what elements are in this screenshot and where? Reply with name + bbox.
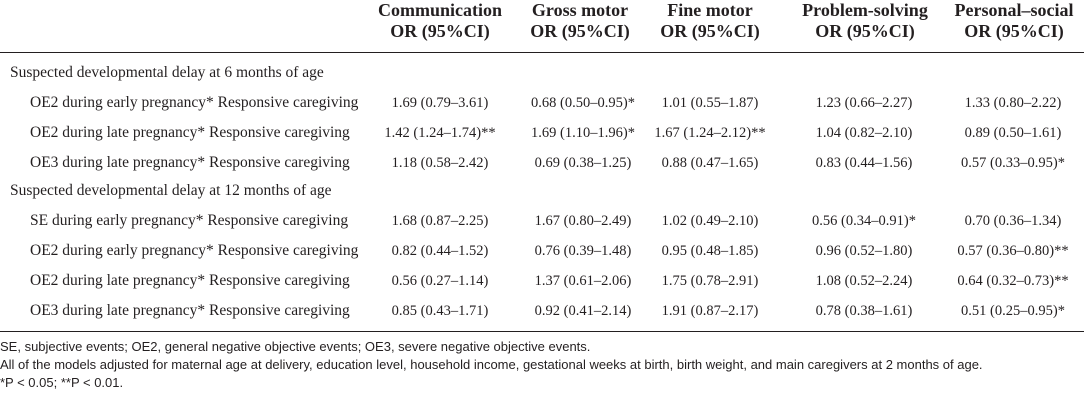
col-header-personal-social: Personal–social OR (95%CI) <box>944 0 1084 42</box>
table-cell: 0.96 (0.52–1.80) <box>815 243 913 259</box>
col-header-gross-motor: Gross motor OR (95%CI) <box>520 0 640 42</box>
col-header-stat: OR (95%CI) <box>530 21 630 41</box>
table-cell: 0.57 (0.36–0.80)** <box>957 243 1069 259</box>
section-title: Suspected developmental delay at 12 mont… <box>10 182 332 199</box>
table-cell: 1.08 (0.52–2.24) <box>815 273 913 289</box>
section-title: Suspected developmental delay at 6 month… <box>10 64 324 81</box>
row-label: OE2 during early pregnancy* Responsive c… <box>30 242 359 259</box>
table-cell: 1.67 (1.24–2.12)** <box>654 125 766 141</box>
col-header-stat: OR (95%CI) <box>390 21 490 41</box>
table-cell: 0.64 (0.32–0.73)** <box>957 273 1069 289</box>
table-cell: 1.68 (0.87–2.25) <box>391 213 489 229</box>
col-header-name: Personal–social <box>954 0 1074 20</box>
table-cell: 0.70 (0.36–1.34) <box>964 213 1062 229</box>
table-cell: 1.42 (1.24–1.74)** <box>384 125 496 141</box>
row-label: OE3 during late pregnancy* Responsive ca… <box>30 302 350 319</box>
table-cell: 1.69 (0.79–3.61) <box>391 95 489 111</box>
table-cell: 1.91 (0.87–2.17) <box>661 303 759 319</box>
col-header-stat: OR (95%CI) <box>660 21 760 41</box>
col-header-communication: Communication OR (95%CI) <box>360 0 520 42</box>
table-footnotes: SE, subjective events; OE2, general nega… <box>0 338 1084 392</box>
row-label: OE2 during early pregnancy* Responsive c… <box>30 94 359 111</box>
table-cell: 0.95 (0.48–1.85) <box>661 243 759 259</box>
footnote-significance: *P < 0.05; **P < 0.01. <box>0 375 124 390</box>
table-cell: 0.68 (0.50–0.95)* <box>531 95 635 111</box>
table-cell: 0.82 (0.44–1.52) <box>391 243 489 259</box>
col-header-name: Gross motor <box>531 0 629 20</box>
table-cell: 0.51 (0.25–0.95)* <box>961 303 1065 319</box>
col-header-stat: OR (95%CI) <box>964 21 1064 41</box>
table-cell: 1.23 (0.66–2.27) <box>815 95 913 111</box>
col-header-name: Problem-solving <box>802 0 928 20</box>
table-cell: 0.69 (0.38–1.25) <box>534 155 632 171</box>
col-header-stat: OR (95%CI) <box>815 21 915 41</box>
row-label: OE2 during late pregnancy* Responsive ca… <box>30 272 350 289</box>
table-cell: 1.69 (1.10–1.96)* <box>531 125 635 141</box>
footnote-abbreviations: SE, subjective events; OE2, general nega… <box>0 339 591 354</box>
row-label: OE3 during late pregnancy* Responsive ca… <box>30 154 350 171</box>
table-cell: 1.04 (0.82–2.10) <box>815 125 913 141</box>
col-header-fine-motor: Fine motor OR (95%CI) <box>645 0 775 42</box>
table-cell: 0.76 (0.39–1.48) <box>534 243 632 259</box>
table-cell: 1.33 (0.80–2.22) <box>964 95 1062 111</box>
table-cell: 0.57 (0.33–0.95)* <box>961 155 1065 171</box>
table-cell: 1.67 (0.80–2.49) <box>534 213 632 229</box>
table-cell: 0.56 (0.27–1.14) <box>391 273 489 289</box>
table-cell: 1.01 (0.55–1.87) <box>661 95 759 111</box>
table-cell: 1.18 (0.58–2.42) <box>391 155 489 171</box>
table-cell: 1.37 (0.61–2.06) <box>534 273 632 289</box>
table-cell: 1.02 (0.49–2.10) <box>661 213 759 229</box>
col-header-name: Communication <box>377 0 502 20</box>
table-cell: 0.78 (0.38–1.61) <box>815 303 913 319</box>
header-rule <box>0 52 1084 53</box>
row-label: OE2 during late pregnancy* Responsive ca… <box>30 124 350 141</box>
table-cell: 0.85 (0.43–1.71) <box>391 303 489 319</box>
table-cell: 0.92 (0.41–2.14) <box>534 303 632 319</box>
table-cell: 0.83 (0.44–1.56) <box>815 155 913 171</box>
table-cell: 0.88 (0.47–1.65) <box>661 155 759 171</box>
footnote-adjustment: All of the models adjusted for maternal … <box>0 357 983 372</box>
col-header-problem-solving: Problem-solving OR (95%CI) <box>785 0 945 42</box>
table-cell: 0.56 (0.34–0.91)* <box>812 213 916 229</box>
bottom-rule <box>0 331 1084 332</box>
table-cell: 0.89 (0.50–1.61) <box>964 125 1062 141</box>
table-cell: 1.75 (0.78–2.91) <box>661 273 759 289</box>
col-header-name: Fine motor <box>667 0 753 20</box>
row-label: SE during early pregnancy* Responsive ca… <box>30 212 349 229</box>
